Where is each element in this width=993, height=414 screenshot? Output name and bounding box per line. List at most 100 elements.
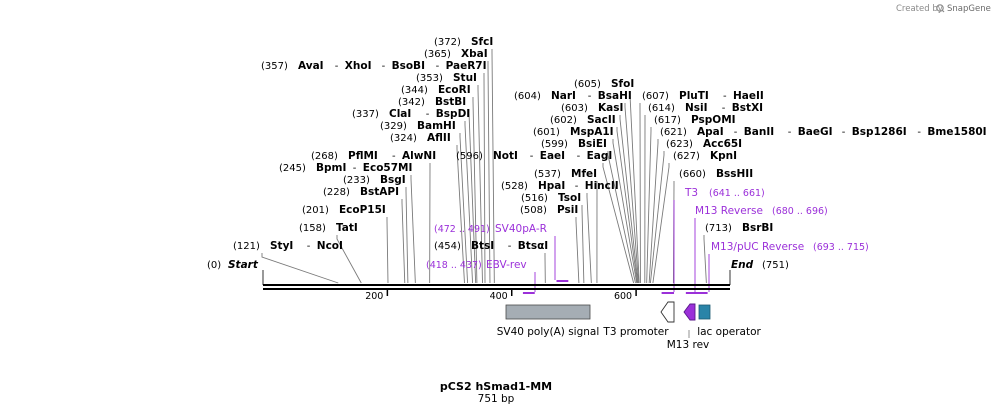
- enzyme-connector-ecop15i: [386, 217, 389, 284]
- enzyme-label-noti[interactable]: (596) NotI - EaeI - EagI: [456, 150, 612, 162]
- enzyme-label-bsiei[interactable]: (599) BsiEI: [541, 138, 607, 150]
- enzyme-label-mspa1i[interactable]: (601) MspA1I: [533, 126, 614, 138]
- enzyme-name-noti: NotI: [493, 150, 518, 162]
- enzyme-label-bstbi[interactable]: (342) BstBI: [398, 96, 466, 108]
- map-title: pCS2 hSmad1-MM: [440, 380, 552, 393]
- enzyme-position: (599): [541, 139, 568, 150]
- enzyme-label-styi[interactable]: (121) StyI - NcoI: [233, 240, 343, 252]
- enzyme-label-xbai[interactable]: (365) XbaI: [424, 48, 488, 60]
- enzyme-name-bme1580i: Bme1580I: [927, 126, 986, 138]
- feature-m13-rev[interactable]: M13 rev: [667, 303, 710, 351]
- enzyme-label-bstapi[interactable]: (228) BstAPI: [323, 186, 399, 198]
- enzyme-name-alwni: AlwNI: [402, 150, 436, 162]
- enzyme-label-sfci[interactable]: (372) SfcI: [434, 36, 493, 48]
- enzyme-name-aflii: AflII: [427, 132, 451, 144]
- enzyme-position: (603): [561, 103, 588, 114]
- enzyme-position: (508): [520, 205, 547, 216]
- enzyme-name-clai: ClaI: [389, 108, 411, 120]
- enzyme-position: (621): [660, 127, 687, 138]
- feature-sv40-poly-a-signal[interactable]: SV40 poly(A) signal: [497, 304, 600, 338]
- feature-label: SV40 poly(A) signal: [497, 326, 600, 338]
- enzyme-name-nsii: NsiI: [685, 102, 708, 114]
- enzyme-separator: -: [588, 91, 592, 102]
- feature-label: M13 rev: [667, 339, 710, 351]
- enzyme-label-aflii[interactable]: (324) AflII: [390, 132, 451, 144]
- enzyme-name-mfei: MfeI: [571, 168, 597, 180]
- enzyme-label-pflmi[interactable]: (268) PflMI - AlwNI: [311, 150, 436, 162]
- enzyme-name-kpni: KpnI: [710, 150, 737, 162]
- enzyme-position: (602): [550, 115, 577, 126]
- enzyme-position: (627): [673, 151, 700, 162]
- enzyme-separator: -: [575, 181, 579, 192]
- enzyme-separator: -: [307, 241, 311, 252]
- enzyme-label-kpni[interactable]: (627) KpnI: [673, 150, 737, 162]
- enzyme-position: (245): [279, 163, 306, 174]
- primer-ebv-rev[interactable]: (418 .. 437) EBV-rev: [426, 259, 536, 294]
- enzyme-name-styi: StyI: [270, 240, 293, 252]
- enzyme-position: (605): [574, 79, 601, 90]
- enzyme-connector-bsgi: [405, 187, 409, 284]
- primer-position: (418 .. 437): [426, 260, 482, 271]
- enzyme-position: (528): [501, 181, 528, 192]
- enzyme-label-ecori[interactable]: (344) EcoRI: [401, 84, 471, 96]
- enzyme-position: (372): [434, 37, 461, 48]
- enzyme-position: (342): [398, 97, 425, 108]
- enzyme-label-avai[interactable]: (357) AvaI - XhoI - BsoBI - PaeR7I: [261, 60, 487, 72]
- enzyme-position: (233): [343, 175, 370, 186]
- enzyme-separator: -: [508, 241, 512, 252]
- enzyme-connector-apai: [648, 139, 659, 284]
- enzyme-label-apai[interactable]: (621) ApaI - BanII - BaeGI - Bsp1286I - Bme1580I: [660, 126, 987, 138]
- enzyme-position: (623): [666, 139, 693, 150]
- enzyme-label-pluti[interactable]: (607) PluTI - HaeII: [642, 90, 764, 102]
- primer-t3[interactable]: (641 .. 661) T3: [661, 187, 765, 294]
- end-position: (751): [762, 260, 789, 271]
- enzyme-label-clai[interactable]: (337) ClaI - BspDI: [352, 108, 470, 120]
- feature-t3-promoter[interactable]: T3 promoter: [602, 301, 675, 338]
- enzyme-position: (201): [302, 205, 329, 216]
- enzyme-connector-hpai: [586, 193, 592, 284]
- enzyme-label-mfei[interactable]: (537) MfeI: [534, 168, 597, 180]
- enzyme-label-ecop15i[interactable]: (201) EcoP15I: [302, 204, 386, 216]
- enzyme-label-tati[interactable]: (158) TatI: [299, 222, 358, 234]
- enzyme-connector-nari: [624, 103, 640, 284]
- enzyme-position: (357): [261, 61, 288, 72]
- enzyme-name-sfoi: SfoI: [611, 78, 634, 90]
- enzyme-label-sacii[interactable]: (602) SacII: [550, 114, 616, 126]
- enzyme-name-pflmi: PflMI: [348, 150, 378, 162]
- primer-name: M13/pUC Reverse: [711, 241, 804, 253]
- enzyme-labels: (121) StyI - NcoI(158) TatI(201) EcoP15I(228)…: [233, 36, 987, 252]
- enzyme-label-sfoi[interactable]: (605) SfoI: [574, 78, 634, 90]
- primer-sv40pa-r[interactable]: (472 .. 491) SV40pA-R: [434, 223, 569, 282]
- primer-m13-reverse[interactable]: (680 .. 696) M13 Reverse: [685, 205, 828, 294]
- enzyme-position: (121): [233, 241, 260, 252]
- enzyme-connector-sfoi: [629, 91, 640, 284]
- enzyme-label-hpai[interactable]: (528) HpaI - HincII: [501, 180, 619, 192]
- enzyme-name-pluti: PluTI: [679, 90, 709, 102]
- enzyme-position: (268): [311, 151, 338, 162]
- enzyme-label-nsii[interactable]: (614) NsiI - BstXI: [648, 102, 763, 114]
- enzyme-label-tsoi[interactable]: (516) TsoI: [521, 192, 581, 204]
- enzyme-separator: -: [382, 61, 386, 72]
- primer-position: (472 .. 491): [434, 224, 490, 235]
- ruler-tick-label: 600: [614, 291, 632, 302]
- enzyme-label-stui[interactable]: (353) StuI: [416, 72, 477, 84]
- enzyme-label-bsgi[interactable]: (233) BsgI: [343, 174, 406, 186]
- enzyme-connector-aflii: [456, 145, 465, 284]
- enzyme-name-mspa1i: MspA1I: [570, 126, 614, 138]
- feature-lac-operator[interactable]: lac operator: [697, 304, 761, 338]
- enzyme-label-bamhi[interactable]: (329) BamHI: [380, 120, 456, 132]
- primer-name: M13 Reverse: [695, 205, 763, 217]
- enzyme-label-bsshii[interactable]: (660) BssHII: [679, 168, 753, 180]
- enzyme-label-acc65i[interactable]: (623) Acc65I: [666, 138, 742, 150]
- enzyme-label-nari[interactable]: (604) NarI - BsaHI: [514, 90, 632, 102]
- enzyme-label-btsi[interactable]: (454) BtsI - BtsαI: [434, 240, 548, 252]
- enzyme-label-psii[interactable]: (508) PsiI: [520, 204, 578, 216]
- enzyme-label-bsrbi[interactable]: (713) BsrBI: [705, 222, 773, 234]
- enzyme-connector-kasi: [619, 115, 639, 284]
- enzyme-label-kasi[interactable]: (603) KasI: [561, 102, 623, 114]
- enzyme-label-pspomi[interactable]: (617) PspOMI: [654, 114, 736, 126]
- enzyme-connector-tsoi: [581, 205, 585, 284]
- enzyme-label-bpmi[interactable]: (245) BpmI - Eco57MI: [279, 162, 412, 174]
- enzyme-position: (516): [521, 193, 548, 204]
